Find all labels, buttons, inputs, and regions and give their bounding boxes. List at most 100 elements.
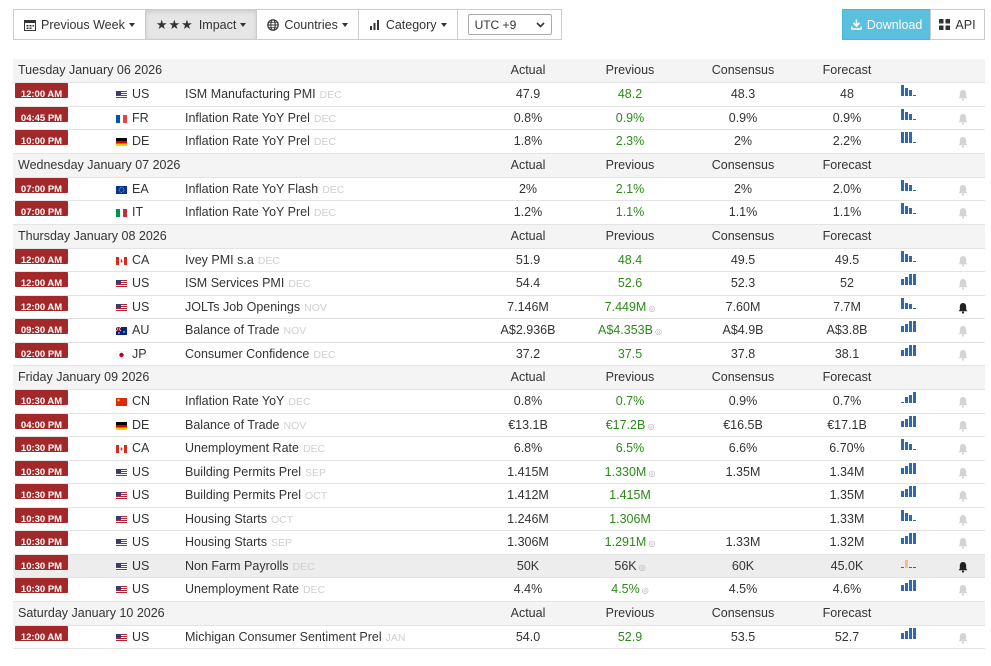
event-name-link[interactable]: Unemployment Rate DEC xyxy=(185,578,325,602)
forecast-value: 52 xyxy=(840,276,854,290)
sparkline-chart-icon[interactable] xyxy=(901,107,923,120)
event-name-link[interactable]: Inflation Rate YoY Prel DEC xyxy=(185,201,336,225)
bell-icon[interactable] xyxy=(957,490,969,502)
sparkline-chart-icon[interactable] xyxy=(901,461,923,474)
event-name-link[interactable]: Inflation Rate YoY Flash DEC xyxy=(185,178,344,202)
bell-icon[interactable] xyxy=(957,537,969,549)
event-row: 12:00 AM US Michigan Consumer Sentiment Pr… xyxy=(13,625,985,650)
event-name-link[interactable]: Consumer Confidence DEC xyxy=(185,343,336,367)
previous-cell: 6.5% xyxy=(575,437,685,460)
previous-week-button[interactable]: Previous Week xyxy=(13,9,146,40)
bell-icon[interactable] xyxy=(957,632,969,644)
sparkline-bar xyxy=(913,95,916,96)
event-name-link[interactable]: Ivey PMI s.a DEC xyxy=(185,249,280,273)
event-name-link[interactable]: Building Permits Prel SEP xyxy=(185,461,326,485)
countries-button[interactable]: Countries xyxy=(256,9,359,40)
previous-cell: 1.1% xyxy=(575,201,685,224)
sparkline-chart-icon[interactable] xyxy=(901,178,923,191)
event-name-link[interactable]: Balance of Trade NOV xyxy=(185,414,306,438)
api-button[interactable]: API xyxy=(930,9,985,40)
event-name: JOLTs Job Openings xyxy=(185,299,301,314)
bell-icon[interactable] xyxy=(957,420,969,432)
event-name-link[interactable]: Balance of Trade NOV xyxy=(185,319,306,343)
sparkline-bar xyxy=(913,533,916,544)
actual-value: 51.9 xyxy=(515,252,541,267)
sparkline-chart-icon[interactable] xyxy=(901,319,923,332)
event-name-link[interactable]: ISM Services PMI DEC xyxy=(185,272,311,296)
bell-icon[interactable] xyxy=(957,584,969,596)
event-name-link[interactable]: ISM Manufacturing PMI DEC xyxy=(185,83,342,107)
event-name-link[interactable]: Inflation Rate YoY Prel DEC xyxy=(185,107,336,131)
sparkline-chart-icon[interactable] xyxy=(901,201,923,214)
sparkline-chart-icon[interactable] xyxy=(901,390,923,403)
previous-value: 2.1% xyxy=(615,181,645,196)
time-badge: 10:30 PM xyxy=(15,484,68,501)
event-name-link[interactable]: Non Farm Payrolls DEC xyxy=(185,555,315,579)
event-name-link[interactable]: Housing Starts OCT xyxy=(185,508,293,532)
event-name-link[interactable]: Inflation Rate YoY DEC xyxy=(185,390,311,414)
previous-value: 1.291M xyxy=(604,535,647,549)
sparkline-chart-icon[interactable] xyxy=(901,414,923,427)
bell-icon[interactable] xyxy=(957,207,969,219)
sparkline-chart-icon[interactable] xyxy=(901,296,923,309)
previous-cell: 48.2 xyxy=(575,83,685,106)
sparkline-chart-icon[interactable] xyxy=(901,272,923,285)
bell-icon[interactable] xyxy=(957,89,969,101)
event-name-link[interactable]: Michigan Consumer Sentiment Prel JAN xyxy=(185,626,405,650)
sparkline-bar xyxy=(905,88,908,96)
bell-icon[interactable] xyxy=(957,443,969,455)
sparkline-chart-icon[interactable] xyxy=(901,484,923,497)
bell-icon[interactable] xyxy=(957,349,969,361)
sparkline-chart-icon[interactable] xyxy=(901,83,923,96)
sparkline-chart-icon[interactable] xyxy=(901,343,923,356)
sparkline-bar xyxy=(909,514,912,521)
sparkline-chart-icon[interactable] xyxy=(901,130,923,143)
sparkline-chart-icon[interactable] xyxy=(901,531,923,544)
country-code: US xyxy=(132,87,150,101)
time-badge: 12:00 AM xyxy=(15,248,68,266)
bell-icon[interactable] xyxy=(957,278,969,290)
impact-label: Impact xyxy=(198,17,237,32)
country-code: US xyxy=(132,511,150,526)
event-name-link[interactable]: Housing Starts SEP xyxy=(185,531,292,555)
consensus-value: 6.6% xyxy=(728,441,758,455)
bell-icon[interactable] xyxy=(957,113,969,125)
sparkline-chart-icon[interactable] xyxy=(901,555,923,568)
event-name-link[interactable]: Building Permits Prel OCT xyxy=(185,484,327,508)
bell-icon[interactable] xyxy=(957,514,969,526)
time-badge: 04:00 PM xyxy=(15,413,68,431)
sparkline-bar xyxy=(905,583,908,591)
impact-button[interactable]: ★★★ Impact xyxy=(144,9,258,40)
sparkline-bar xyxy=(909,462,912,474)
sparkline-bar xyxy=(913,392,916,403)
revised-icon: ◎ xyxy=(641,586,649,595)
timezone-select[interactable]: UTC +9 xyxy=(467,14,552,35)
forecast-value: 1.33M xyxy=(829,511,865,526)
bell-icon[interactable] xyxy=(957,396,969,408)
download-button[interactable]: Download xyxy=(842,9,931,40)
bell-icon[interactable] xyxy=(957,136,969,148)
bell-icon[interactable] xyxy=(957,255,969,267)
bell-icon[interactable] xyxy=(957,325,969,337)
event-name-link[interactable]: Unemployment Rate DEC xyxy=(185,437,325,461)
sparkline-chart-icon[interactable] xyxy=(901,437,923,450)
event-name-link[interactable]: JOLTs Job Openings NOV xyxy=(185,296,327,320)
sparkline-chart-icon[interactable] xyxy=(901,508,923,521)
previous-value: 2.3% xyxy=(615,134,645,148)
sparkline-chart-icon[interactable] xyxy=(901,626,923,639)
bell-icon[interactable] xyxy=(957,561,969,573)
sparkline-bar xyxy=(913,566,916,568)
column-header-forecast: Forecast xyxy=(822,605,872,620)
bell-icon[interactable] xyxy=(957,302,969,314)
column-header-previous: Previous xyxy=(605,228,655,243)
flag-de-icon xyxy=(116,421,127,430)
category-button[interactable]: Category xyxy=(357,9,458,40)
event-name-link[interactable]: Inflation Rate YoY Prel DEC xyxy=(185,130,336,154)
sparkline-chart-icon[interactable] xyxy=(901,249,923,262)
category-label: Category xyxy=(385,17,437,32)
flag-us-icon xyxy=(116,539,127,547)
sparkline-bar xyxy=(905,489,908,497)
bell-icon[interactable] xyxy=(957,184,969,196)
sparkline-chart-icon[interactable] xyxy=(901,578,923,591)
bell-icon[interactable] xyxy=(957,467,969,479)
